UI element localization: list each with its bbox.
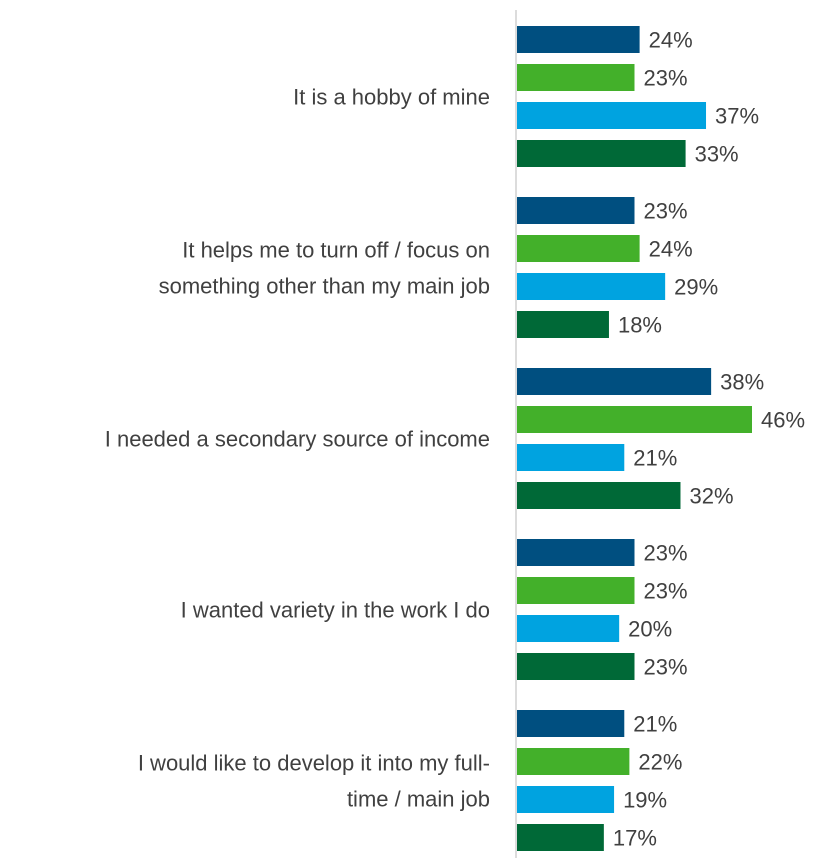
bar [517,482,681,509]
data-label: 23% [644,655,688,680]
category-label-line: I would like to develop it into my full- [138,751,490,776]
category-label-line: It helps me to turn off / focus on [182,238,490,263]
category-label-line: It is a hobby of mine [293,85,490,110]
bar [517,824,604,851]
data-label: 18% [618,313,662,338]
data-label: 37% [715,104,759,129]
data-label: 38% [720,370,764,395]
data-label: 22% [638,750,682,775]
category-label: It helps me to turn off / focus on someth… [159,238,490,299]
bar [517,102,707,129]
category-label-line: something other than my main job [159,274,490,299]
category-label: I wanted variety in the work I do [181,598,490,623]
category-label: I needed a secondary source of income [105,427,490,452]
bar [517,577,635,604]
bar [517,406,752,433]
bar [517,197,635,224]
bar [517,539,635,566]
category-label-line: time / main job [347,787,490,812]
data-label: 23% [644,199,688,224]
bar [517,748,630,775]
bar [517,786,615,813]
bar [517,653,635,680]
data-label: 20% [628,617,672,642]
data-label: 24% [649,237,693,262]
data-label: 21% [633,446,677,471]
category-label-line: I wanted variety in the work I do [181,598,490,623]
bar [517,615,620,642]
data-label: 21% [633,712,677,737]
bar [517,235,640,262]
bar [517,64,635,91]
bar [517,368,712,395]
data-label: 46% [761,408,805,433]
data-label: 24% [649,28,693,53]
data-label: 29% [674,275,718,300]
data-label: 23% [644,66,688,91]
data-label: 32% [689,484,733,509]
bar [517,273,666,300]
category-label-line: I needed a secondary source of income [105,427,490,452]
category-label: It is a hobby of mine [293,85,490,110]
data-label: 33% [695,142,739,167]
category-label: I would like to develop it into my full-… [138,751,490,812]
data-label: 23% [644,579,688,604]
data-label: 23% [644,541,688,566]
bar [517,140,686,167]
chart-marks: It is a hobby of mine 24% 23% 37% 33% It help… [105,26,805,851]
data-label: 19% [623,788,667,813]
bar [517,444,625,471]
bar [517,710,625,737]
data-label: 17% [613,826,657,851]
bar [517,26,640,53]
bar [517,311,609,338]
